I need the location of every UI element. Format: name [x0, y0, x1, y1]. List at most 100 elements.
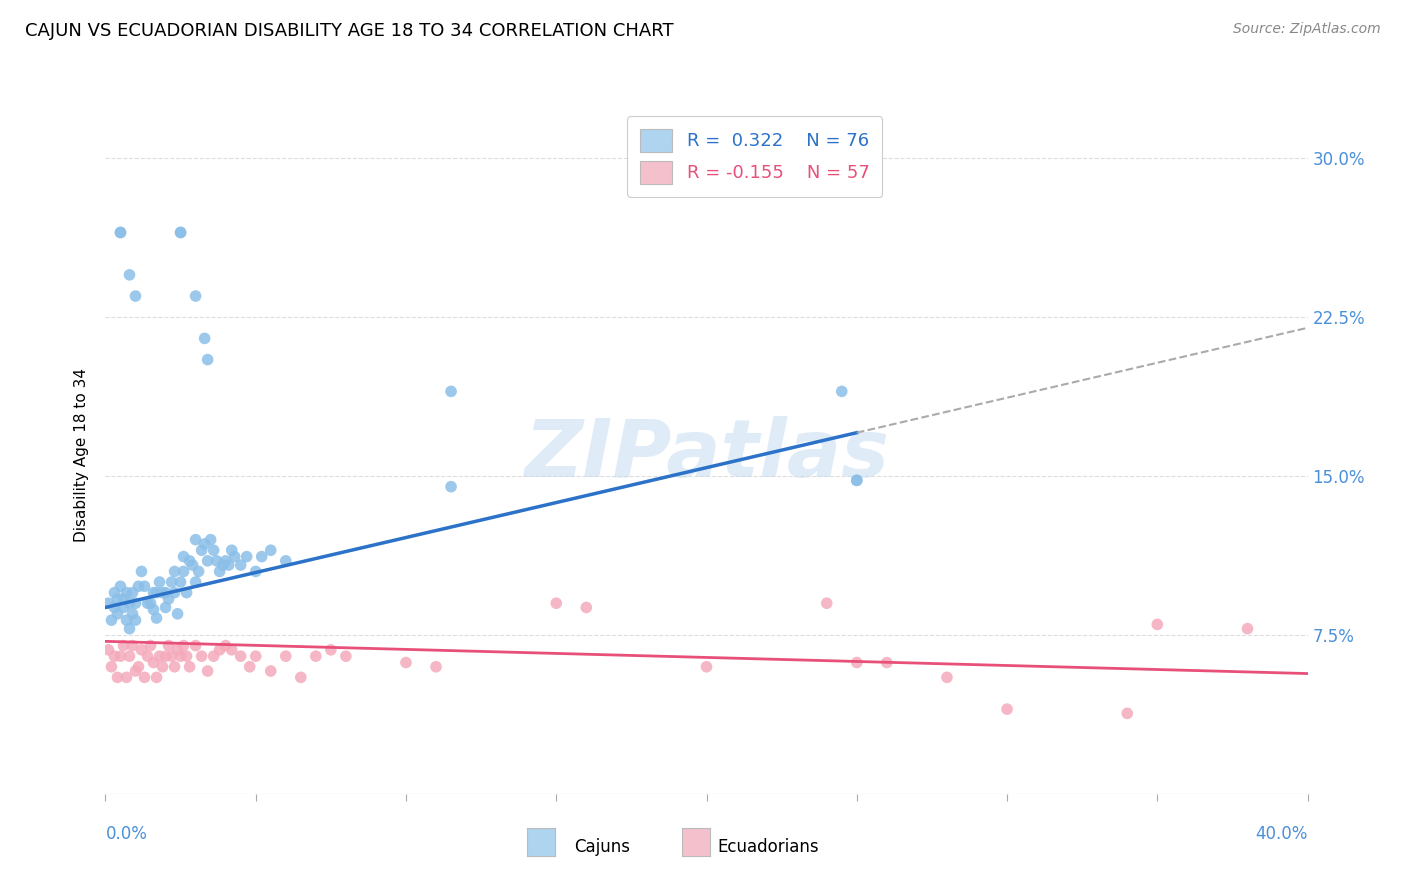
Point [121, 585, 143, 599]
Point [205, 554, 228, 568]
Point [319, 642, 342, 657]
Point [97, 596, 120, 610]
Point [128, 579, 150, 593]
Point [184, 533, 207, 547]
Point [121, 639, 143, 653]
Point [845, 656, 868, 670]
Point [575, 600, 598, 615]
Point [169, 226, 191, 240]
Point [184, 289, 207, 303]
Point [118, 596, 141, 610]
Point [845, 474, 868, 488]
Point [112, 639, 135, 653]
Point [115, 585, 138, 599]
Point [260, 543, 283, 558]
Point [190, 543, 212, 558]
Point [202, 543, 225, 558]
Point [148, 649, 170, 664]
Point [190, 649, 212, 664]
Point [134, 670, 156, 684]
Point [1236, 622, 1258, 636]
Point [395, 656, 418, 670]
Point [260, 664, 283, 678]
Point [440, 480, 463, 494]
Text: Source: ZipAtlas.com: Source: ZipAtlas.com [1233, 22, 1381, 37]
Point [305, 649, 328, 664]
Point [221, 543, 243, 558]
Point [831, 384, 853, 399]
Point [229, 558, 252, 573]
Point [197, 664, 219, 678]
Point [245, 649, 267, 664]
Point [155, 649, 177, 664]
Point [145, 670, 167, 684]
Point [696, 660, 718, 674]
Text: Cajuns: Cajuns [574, 838, 630, 856]
Point [194, 537, 217, 551]
Point [176, 649, 198, 664]
Point [124, 289, 146, 303]
Point [131, 642, 153, 657]
Point [197, 352, 219, 367]
Point [124, 664, 146, 678]
Point [136, 596, 159, 610]
Text: ZIPatlas: ZIPatlas [524, 416, 889, 494]
Point [173, 565, 195, 579]
Point [115, 670, 138, 684]
Point [200, 533, 222, 547]
Point [173, 549, 195, 564]
Point [142, 602, 165, 616]
Point [197, 554, 219, 568]
Point [118, 622, 141, 636]
Point [107, 607, 129, 621]
Point [157, 592, 180, 607]
Point [107, 592, 129, 607]
Point [1116, 706, 1139, 721]
Point [214, 554, 236, 568]
Point [166, 607, 188, 621]
Point [173, 639, 195, 653]
Point [139, 596, 162, 610]
Point [136, 649, 159, 664]
Point [179, 660, 201, 674]
Point [845, 474, 868, 488]
Point [97, 642, 120, 657]
Point [194, 331, 217, 345]
Point [1146, 617, 1168, 632]
Point [235, 549, 257, 564]
Point [157, 639, 180, 653]
Text: 40.0%: 40.0% [1256, 825, 1308, 843]
Point [335, 649, 357, 664]
Point [142, 656, 165, 670]
Point [110, 226, 132, 240]
Point [290, 670, 312, 684]
Point [100, 660, 122, 674]
Point [239, 660, 262, 674]
Point [274, 649, 297, 664]
Point [163, 565, 186, 579]
Point [118, 268, 141, 282]
Legend: R =  0.322    N = 76, R = -0.155    N = 57: R = 0.322 N = 76, R = -0.155 N = 57 [627, 116, 882, 196]
Point [160, 649, 183, 664]
Point [103, 585, 125, 599]
Text: CAJUN VS ECUADORIAN DISABILITY AGE 18 TO 34 CORRELATION CHART: CAJUN VS ECUADORIAN DISABILITY AGE 18 TO… [25, 22, 673, 40]
Point [202, 649, 225, 664]
Point [179, 554, 201, 568]
Point [152, 585, 174, 599]
Point [107, 670, 129, 684]
Point [440, 384, 463, 399]
Point [128, 660, 150, 674]
Point [176, 585, 198, 599]
Point [208, 565, 231, 579]
Point [876, 656, 898, 670]
Point [103, 600, 125, 615]
Point [181, 558, 204, 573]
Point [250, 549, 273, 564]
Point [166, 642, 188, 657]
Point [103, 649, 125, 664]
Point [131, 565, 153, 579]
Point [218, 558, 240, 573]
Point [142, 585, 165, 599]
Point [184, 575, 207, 590]
Point [163, 660, 186, 674]
